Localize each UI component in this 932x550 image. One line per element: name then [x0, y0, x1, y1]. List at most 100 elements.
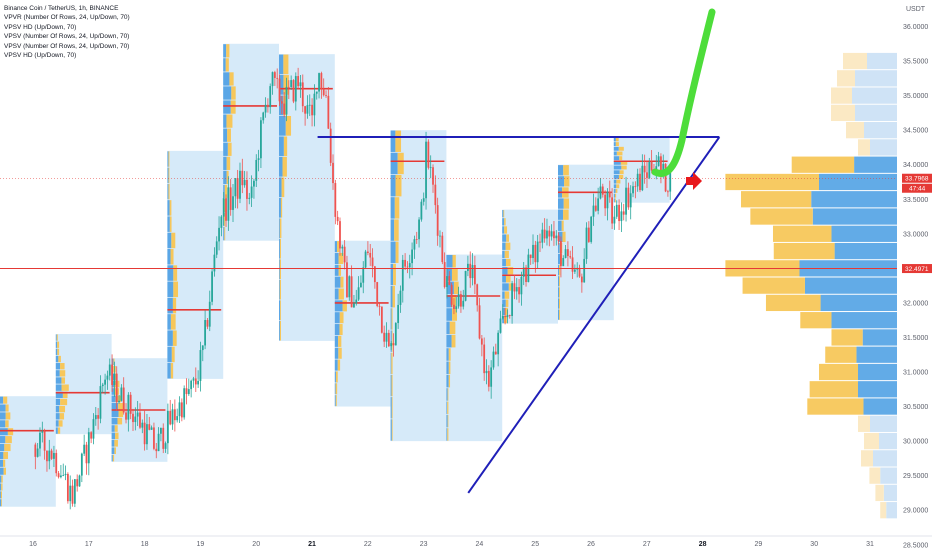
vpvr-faded-up-bar	[864, 432, 879, 450]
session-vp-up-bar	[55, 363, 61, 370]
session-vp-up-bar	[55, 377, 62, 384]
chart-legend: Binance Coin / TetherUS, 1h, BINANCE VPV…	[4, 4, 130, 60]
candle-body	[485, 370, 488, 374]
candle-body	[660, 156, 662, 172]
candle-body	[234, 178, 237, 197]
session-vp-up-bar	[279, 279, 280, 300]
session-vp-up-bar	[613, 198, 615, 203]
session-vp-up-bar	[558, 309, 560, 320]
candle-body	[587, 227, 590, 242]
candle-body	[425, 141, 427, 199]
session-vp-down-bar	[285, 115, 292, 136]
candle-body	[246, 179, 248, 199]
candle-body	[69, 485, 72, 502]
time-tick-label: 21	[308, 541, 316, 548]
candle-body	[366, 251, 369, 253]
candle-body	[362, 267, 365, 283]
session-vp-up-bar	[558, 220, 562, 231]
session-vp-up-bar	[446, 321, 450, 335]
session-vp-down-bar	[508, 283, 513, 291]
price-axis[interactable]: USDT 36.0000 35.5000 35.0000 34.5000 34.0000…	[897, 0, 932, 549]
session-vp-up-bar	[446, 348, 449, 361]
session-vp-down-bar	[447, 414, 449, 428]
candle-body	[227, 187, 230, 221]
session-vp-up-bar	[446, 294, 453, 308]
candle-body	[301, 82, 304, 107]
session-vp-up-bar	[558, 276, 560, 287]
candle-body	[429, 167, 432, 169]
session-vp-down-bar	[339, 312, 344, 324]
session-vp-down-bar	[226, 44, 230, 58]
session-vp-down-bar	[3, 451, 9, 459]
time-tick-label: 17	[85, 541, 93, 548]
legend-indicator-2: VPSV HD (Up/Down, 70)	[4, 23, 77, 31]
candle-body	[215, 241, 218, 255]
candle-body	[141, 422, 144, 428]
session-vp-down-bar	[559, 298, 560, 309]
candle-body	[264, 104, 267, 113]
candle-body	[443, 262, 446, 288]
candle-body	[213, 254, 216, 272]
candle-body	[313, 93, 316, 116]
candle-body	[394, 323, 397, 346]
session-vp-up-bar	[334, 371, 336, 383]
vpvr-up-bar	[742, 277, 805, 294]
candle-body	[292, 80, 295, 102]
candle-body	[434, 184, 437, 206]
time-tick-label: 27	[643, 541, 651, 548]
session-vp-up-bar	[390, 219, 395, 241]
session-vp-down-bar	[619, 156, 623, 161]
candle-body	[639, 173, 641, 191]
session-vp-down-bar	[224, 212, 226, 227]
session-vp-down-bar	[618, 146, 624, 151]
vpvr-faded-down-bar	[855, 70, 897, 87]
price-tick-label: 28.5000	[903, 542, 928, 549]
price-tick-label: 31.0000	[903, 370, 928, 377]
session-vp-down-bar	[5, 412, 11, 420]
session-vp-up-bar	[279, 259, 280, 280]
time-axis[interactable]: 16 17 18 19 20 21 22 23 24 25 26 27 28 29 30 31	[0, 535, 932, 548]
session-vp-down-bar	[615, 137, 619, 142]
candle-body	[448, 276, 451, 285]
vpvr-faded-down-bar	[873, 450, 897, 467]
candle-body	[464, 270, 467, 301]
session-vp-up-bar	[223, 86, 232, 100]
session-vp-down-bar	[117, 417, 123, 425]
session-vp-down-bar	[335, 371, 338, 383]
candle-body	[436, 205, 439, 236]
session-vp-up-bar	[0, 428, 8, 436]
session-vp-up-bar	[279, 300, 281, 321]
candle-body	[192, 378, 195, 381]
session-vp-down-bar	[231, 86, 236, 100]
session-vp-up-bar	[446, 388, 448, 401]
candle-body	[571, 257, 574, 272]
session-vp-up-bar	[390, 152, 398, 175]
candle-body	[125, 412, 127, 420]
session-vp-up-bar	[613, 189, 616, 193]
countdown-label: 47:44	[909, 186, 926, 193]
session-vp-down-bar	[171, 232, 176, 249]
session-vp-up-bar	[167, 232, 172, 249]
candle-body	[590, 216, 593, 242]
candle-body	[650, 162, 653, 171]
candle-body	[411, 249, 413, 264]
session-vp-up-bar	[390, 419, 392, 441]
session-vp-up-bar	[502, 283, 509, 291]
candle-body	[490, 367, 493, 387]
session-vp-down-bar	[171, 346, 175, 363]
candle-body	[390, 343, 393, 347]
price-tick-label: 29.5000	[903, 473, 928, 480]
candle-body	[113, 373, 116, 385]
session-vp-down-bar	[393, 263, 396, 286]
candle-body	[357, 287, 360, 300]
session-vp-down-bar	[563, 165, 569, 176]
session-vp-down-bar	[338, 264, 342, 276]
session-vp-up-bar	[55, 370, 60, 377]
candle-body	[197, 380, 200, 385]
time-tick-label: 16	[29, 541, 37, 548]
session-vp-down-bar	[616, 179, 621, 184]
candle-body	[327, 95, 330, 129]
candle-body	[501, 315, 504, 319]
session-vp-down-bar	[3, 396, 8, 404]
